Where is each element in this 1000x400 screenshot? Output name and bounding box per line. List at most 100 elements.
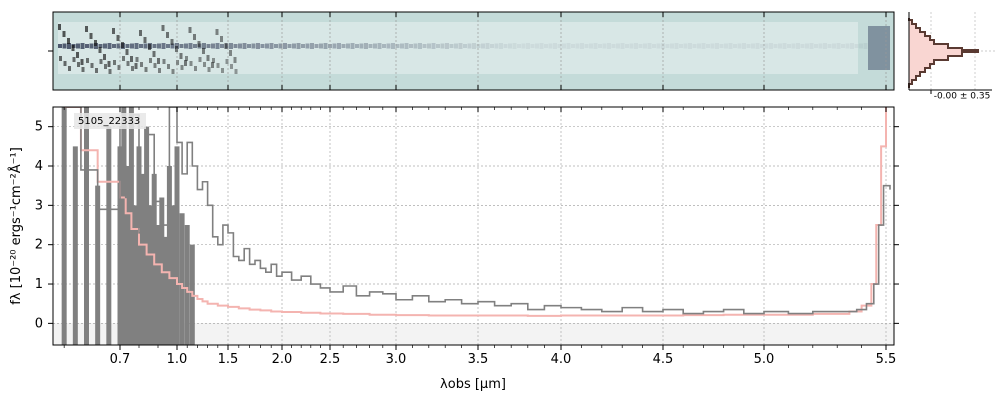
spectrum-2d-pixel: [530, 44, 535, 48]
spectrum-2d-pixel: [125, 49, 129, 55]
spectrum-2d-pixel: [134, 63, 138, 69]
spectrum-2d-pixel: [161, 25, 165, 31]
x-axis-label: λobs [μm]: [440, 377, 506, 392]
spectrum-2d-pixel: [220, 36, 223, 42]
spectrum-2d-pixel: [796, 43, 800, 49]
spectrum-2d-pixel: [157, 43, 161, 49]
spectrum-2d-pixel: [180, 65, 184, 70]
x-axis-ticks: 0.7 1.0 1.5 2.0 2.5 3.0 3.5 4.0 4.5 5.0 5.5: [63, 107, 896, 367]
spectrum-2d-pixel: [234, 69, 238, 74]
spectrum-2d-pixel: [566, 43, 571, 49]
spectrum-2d-pixel: [207, 67, 211, 72]
spectrum-2d-pixel: [391, 43, 395, 49]
spectrum-2d-edge: [868, 26, 890, 70]
spectrum-2d-pixel: [602, 43, 607, 49]
spectrum-2d-pixel: [764, 43, 769, 49]
spectrum-2d-pixel: [278, 43, 283, 49]
spectrum-2d-pixel: [230, 64, 233, 69]
spectrum-2d-pixel: [211, 43, 215, 49]
spectrum-2d-pixel: [404, 43, 409, 49]
spectrum-2d-pixel: [517, 44, 521, 48]
spectrum-2d-pixel: [170, 43, 175, 49]
spectrum-2d-pixel: [260, 44, 265, 48]
spectrum-2d-pixel: [98, 44, 103, 48]
y-tick-label: 5: [35, 120, 43, 135]
spectrum-2d-pixel: [269, 43, 274, 49]
spectrum-2d-pixel: [89, 43, 94, 49]
spectrum-2d-pixel: [323, 43, 328, 49]
spectrum-2d-pixel: [683, 43, 688, 49]
spectrum-2d-pixel: [800, 44, 805, 48]
spectrum-2d-pixel: [634, 43, 638, 49]
spectrum-2d-pixel: [301, 44, 305, 48]
spectrum-2d-pixel: [670, 43, 674, 49]
spectrum-2d-pixel: [116, 35, 120, 41]
spectrum-2d-pixel: [139, 44, 143, 48]
spectrum-2d-pixel: [103, 54, 106, 60]
spectrum-2d-pixel: [112, 28, 115, 34]
x-tick-label: 4.0: [551, 352, 572, 367]
spectrum-2d-pixel: [126, 61, 130, 66]
spectrum-2d-pixel: [526, 43, 530, 49]
spectrum-2d-pixel: [440, 43, 445, 49]
spectrum-2d-pixel: [58, 44, 62, 48]
spectrum-2d-grid: [119, 12, 887, 90]
x-tick-label: 0.7: [110, 352, 131, 367]
spectrum-2d-pixel: [85, 44, 89, 48]
spectrum-2d-pixel: [409, 44, 413, 48]
spectrum-2d-pixel: [116, 43, 121, 49]
spectrum-2d-pixel: [206, 55, 210, 61]
spectrum-2d-pixel: [715, 43, 719, 49]
spectrum-2d-pixel: [251, 43, 256, 49]
spectrum-2d-pixel: [458, 43, 463, 49]
spectrum-2d-pixel: [769, 43, 773, 49]
spectrum-2d-pixel: [337, 43, 341, 49]
spectrum-2d-pixel: [359, 43, 364, 49]
spectrum-2d-pixel: [224, 43, 228, 49]
spectrum-2d-pixel: [607, 43, 611, 49]
y-tick-label: 3: [35, 198, 43, 213]
spectrum-2d-pixel: [58, 24, 61, 30]
spectrum-2d-pixel: [350, 43, 355, 49]
spectrum-2d-pixel: [791, 43, 796, 49]
spectrum-2d-pixel: [584, 44, 589, 48]
spectrum-2d-trace: [58, 22, 890, 74]
spectrum-2d-panel: [48, 11, 895, 91]
main-frame: [52, 106, 895, 346]
spectrum-2d-pixel: [850, 43, 854, 49]
x-tick-label: 2.0: [272, 352, 293, 367]
spectrum-2d-pixel: [157, 58, 160, 64]
spectrum-2d-pixel: [346, 43, 350, 49]
spectrum-2d-pixel: [823, 43, 827, 49]
spectrum-2d-pixel: [90, 63, 94, 68]
spectrum-2d-pixel: [611, 44, 616, 48]
noise-histogram-panel: -0.00 ± 0.35: [908, 12, 995, 102]
spectrum-2d-pixel: [220, 44, 224, 48]
histogram-fill: [909, 18, 978, 88]
spectrum-2d-pixel: [454, 43, 458, 49]
spectrum-2d-pixel: [544, 44, 548, 48]
spectrum-2d-pixel: [445, 43, 449, 49]
spectrum-2d-pixel: [814, 44, 818, 48]
spectrum-2d-pixel: [701, 43, 706, 49]
spectrum-2d-pixel: [710, 43, 715, 49]
spectrum-2d-pixel: [122, 56, 125, 61]
spectrum-2d-pixel: [140, 62, 143, 67]
spectrum-1d-panel: 0.7 1.0 1.5 2.0 2.5 3.0 3.5 4.0 4.5 5.0 5.5 0 1 2 3 4 5…: [8, 106, 899, 392]
spectrum-2d-pixel: [224, 43, 229, 49]
spectrum-2d-pixel: [665, 44, 670, 48]
x-tick-label: 2.5: [320, 352, 341, 367]
spectrum-2d-pixel: [99, 59, 103, 64]
spectrum-2d-pixel: [148, 44, 151, 50]
histogram-label: -0.00 ± 0.35: [934, 92, 991, 102]
spectrum-2d-pixel: [625, 44, 629, 48]
spectrum-2d-pixel: [436, 44, 440, 48]
spectrum-2d-pixel: [215, 29, 219, 35]
spectrum-2d-pixel: [215, 43, 220, 49]
spectrum-2d-pixel: [256, 43, 260, 49]
y-axis-ticks: 0 1 2 3 4 5: [35, 120, 899, 331]
spectrum-2d-pixel: [557, 44, 562, 48]
spectrum-2d-pixel: [674, 43, 679, 49]
spectrum-2d-pixel: [841, 44, 845, 48]
